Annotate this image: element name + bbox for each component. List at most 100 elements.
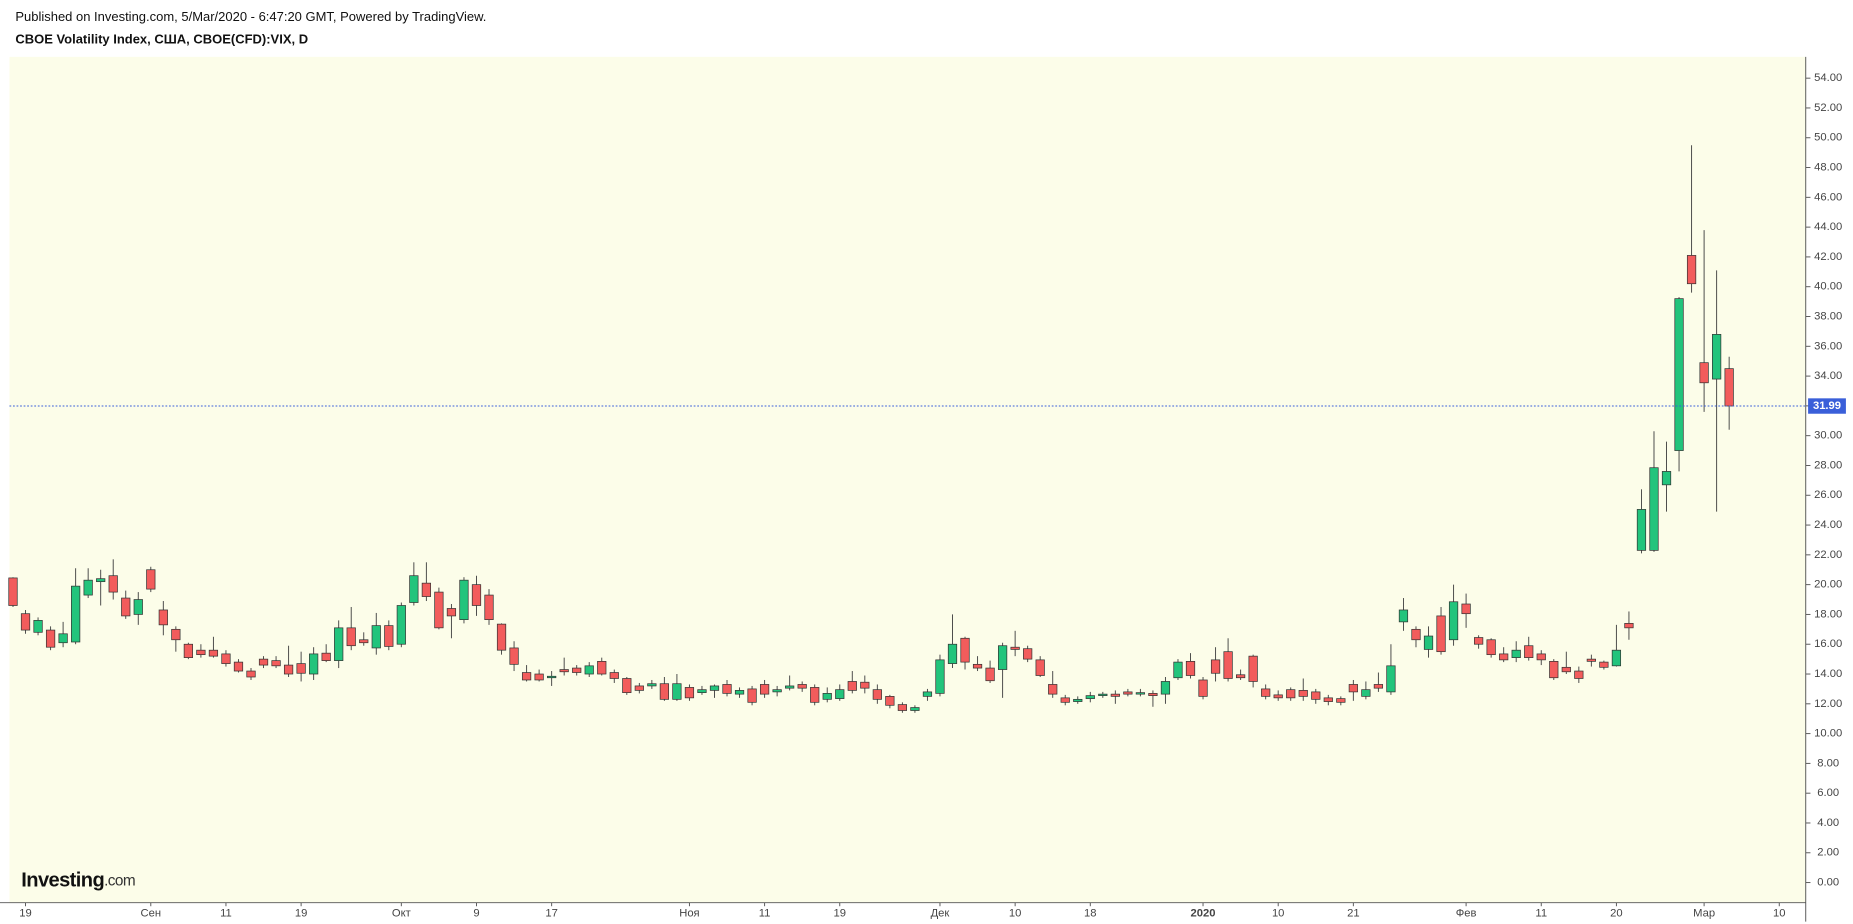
candle-body [997,645,1008,670]
candle-body [797,684,807,689]
candle-body [1499,653,1509,661]
candle-body [860,681,870,689]
x-tick-label: 19 [19,907,31,919]
candle-body [1599,661,1609,668]
candle-body [434,591,444,629]
candle-body [1023,648,1033,660]
y-tick-label: 14.00 [1814,668,1842,680]
x-tick-label: Фев [1456,907,1477,919]
candle-body [496,623,507,651]
candle-body [1148,693,1158,696]
candle-body [759,684,770,695]
candle-body [647,683,657,687]
x-tick-label: 9 [473,907,479,919]
candle-body [171,628,181,641]
y-tick-label: 20.00 [1814,579,1842,591]
candle-body [1649,467,1659,551]
candle-body [910,707,920,711]
candle-body [1298,690,1308,697]
candle-body [1486,639,1496,656]
candle-body [96,578,106,583]
price-tag-label: 31.99 [1813,400,1841,412]
candle-body [1549,661,1559,679]
candle-body [1098,693,1108,696]
candle-body [484,594,494,621]
candle-body [922,691,933,697]
candle-body [1248,655,1258,682]
candle-body [421,582,431,597]
candle-body [1110,693,1120,697]
candle-body [1185,661,1196,676]
candle-body [1160,681,1171,695]
candle-body [1210,659,1221,674]
candle-body [1048,684,1058,695]
candle-body [396,605,406,645]
y-tick-label: 38.00 [1814,310,1842,322]
x-tick-label: 21 [1347,907,1359,919]
candle-body [1348,684,1358,693]
candle-body [359,639,369,644]
plot-area: 0.00 2.00 4.00 6.00 8.00 10.00 12.00 14.00 16.00… [0,56,1846,922]
candle-body [659,683,669,700]
candle-body [1561,666,1571,673]
x-tick-label: Ноя [679,907,699,919]
candle-body [960,637,970,663]
y-tick-label: 34.00 [1814,370,1842,382]
y-tick-label: 12.00 [1814,698,1842,710]
x-tick-label: 19 [834,907,846,919]
candle-body [246,670,256,678]
candle-body [521,672,532,681]
y-tick-label: 22.00 [1814,549,1842,561]
candle-body [1511,649,1521,658]
candle-body [847,681,857,691]
candle-body [622,678,632,693]
candle-body [1461,603,1471,615]
candle-body [1261,688,1271,697]
candle-body [1060,697,1070,703]
candle-body [158,609,168,626]
candle-body [1010,646,1020,650]
y-tick-label: 6.00 [1817,787,1839,799]
logo: Investing.com [21,870,135,892]
instrument-title: CBOE Volatility Index, США, CBOE(CFD):VI… [15,32,308,47]
logo-brand: Investing [21,870,104,892]
x-tick-label: 19 [295,907,307,919]
candle-body [972,663,983,669]
y-tick-label: 28.00 [1814,459,1842,471]
candle-body [609,672,619,679]
candle-body [146,569,156,590]
x-tick-label: 11 [759,907,771,919]
x-tick-label: 10 [1009,907,1021,919]
x-tick-label: 20 [1610,907,1622,919]
candle-body [1436,615,1446,653]
candle-body [1286,689,1296,699]
candle-body [296,663,306,674]
candle-body [1474,637,1484,645]
candle-body [785,685,795,689]
y-tick-label: 2.00 [1817,847,1839,859]
candle-body [1686,255,1697,285]
candle-body [108,575,118,593]
candle-body [672,683,682,700]
candle-body [471,584,482,606]
candle-body [309,653,319,675]
candle-body [584,665,594,675]
candle-body [1223,651,1233,679]
published-note: Published on Investing.com, 5/Mar/2020 -… [15,9,486,24]
x-tick-label: 10 [1773,907,1785,919]
y-tick-label: 54.00 [1814,72,1842,84]
x-tick-label: Окт [392,907,411,919]
candle-body [772,689,782,693]
candle-body [547,675,557,679]
candle-body [697,689,707,693]
y-tick-label: 24.00 [1814,519,1842,531]
candle-body [1398,609,1409,623]
candle-body [371,625,381,649]
candle-body [1411,628,1421,641]
candle-body [709,685,720,691]
candle-body [985,667,995,682]
candle-body [1123,691,1133,695]
candle-body [233,661,244,672]
candle-body [1661,471,1672,486]
candle-body [1236,674,1246,679]
